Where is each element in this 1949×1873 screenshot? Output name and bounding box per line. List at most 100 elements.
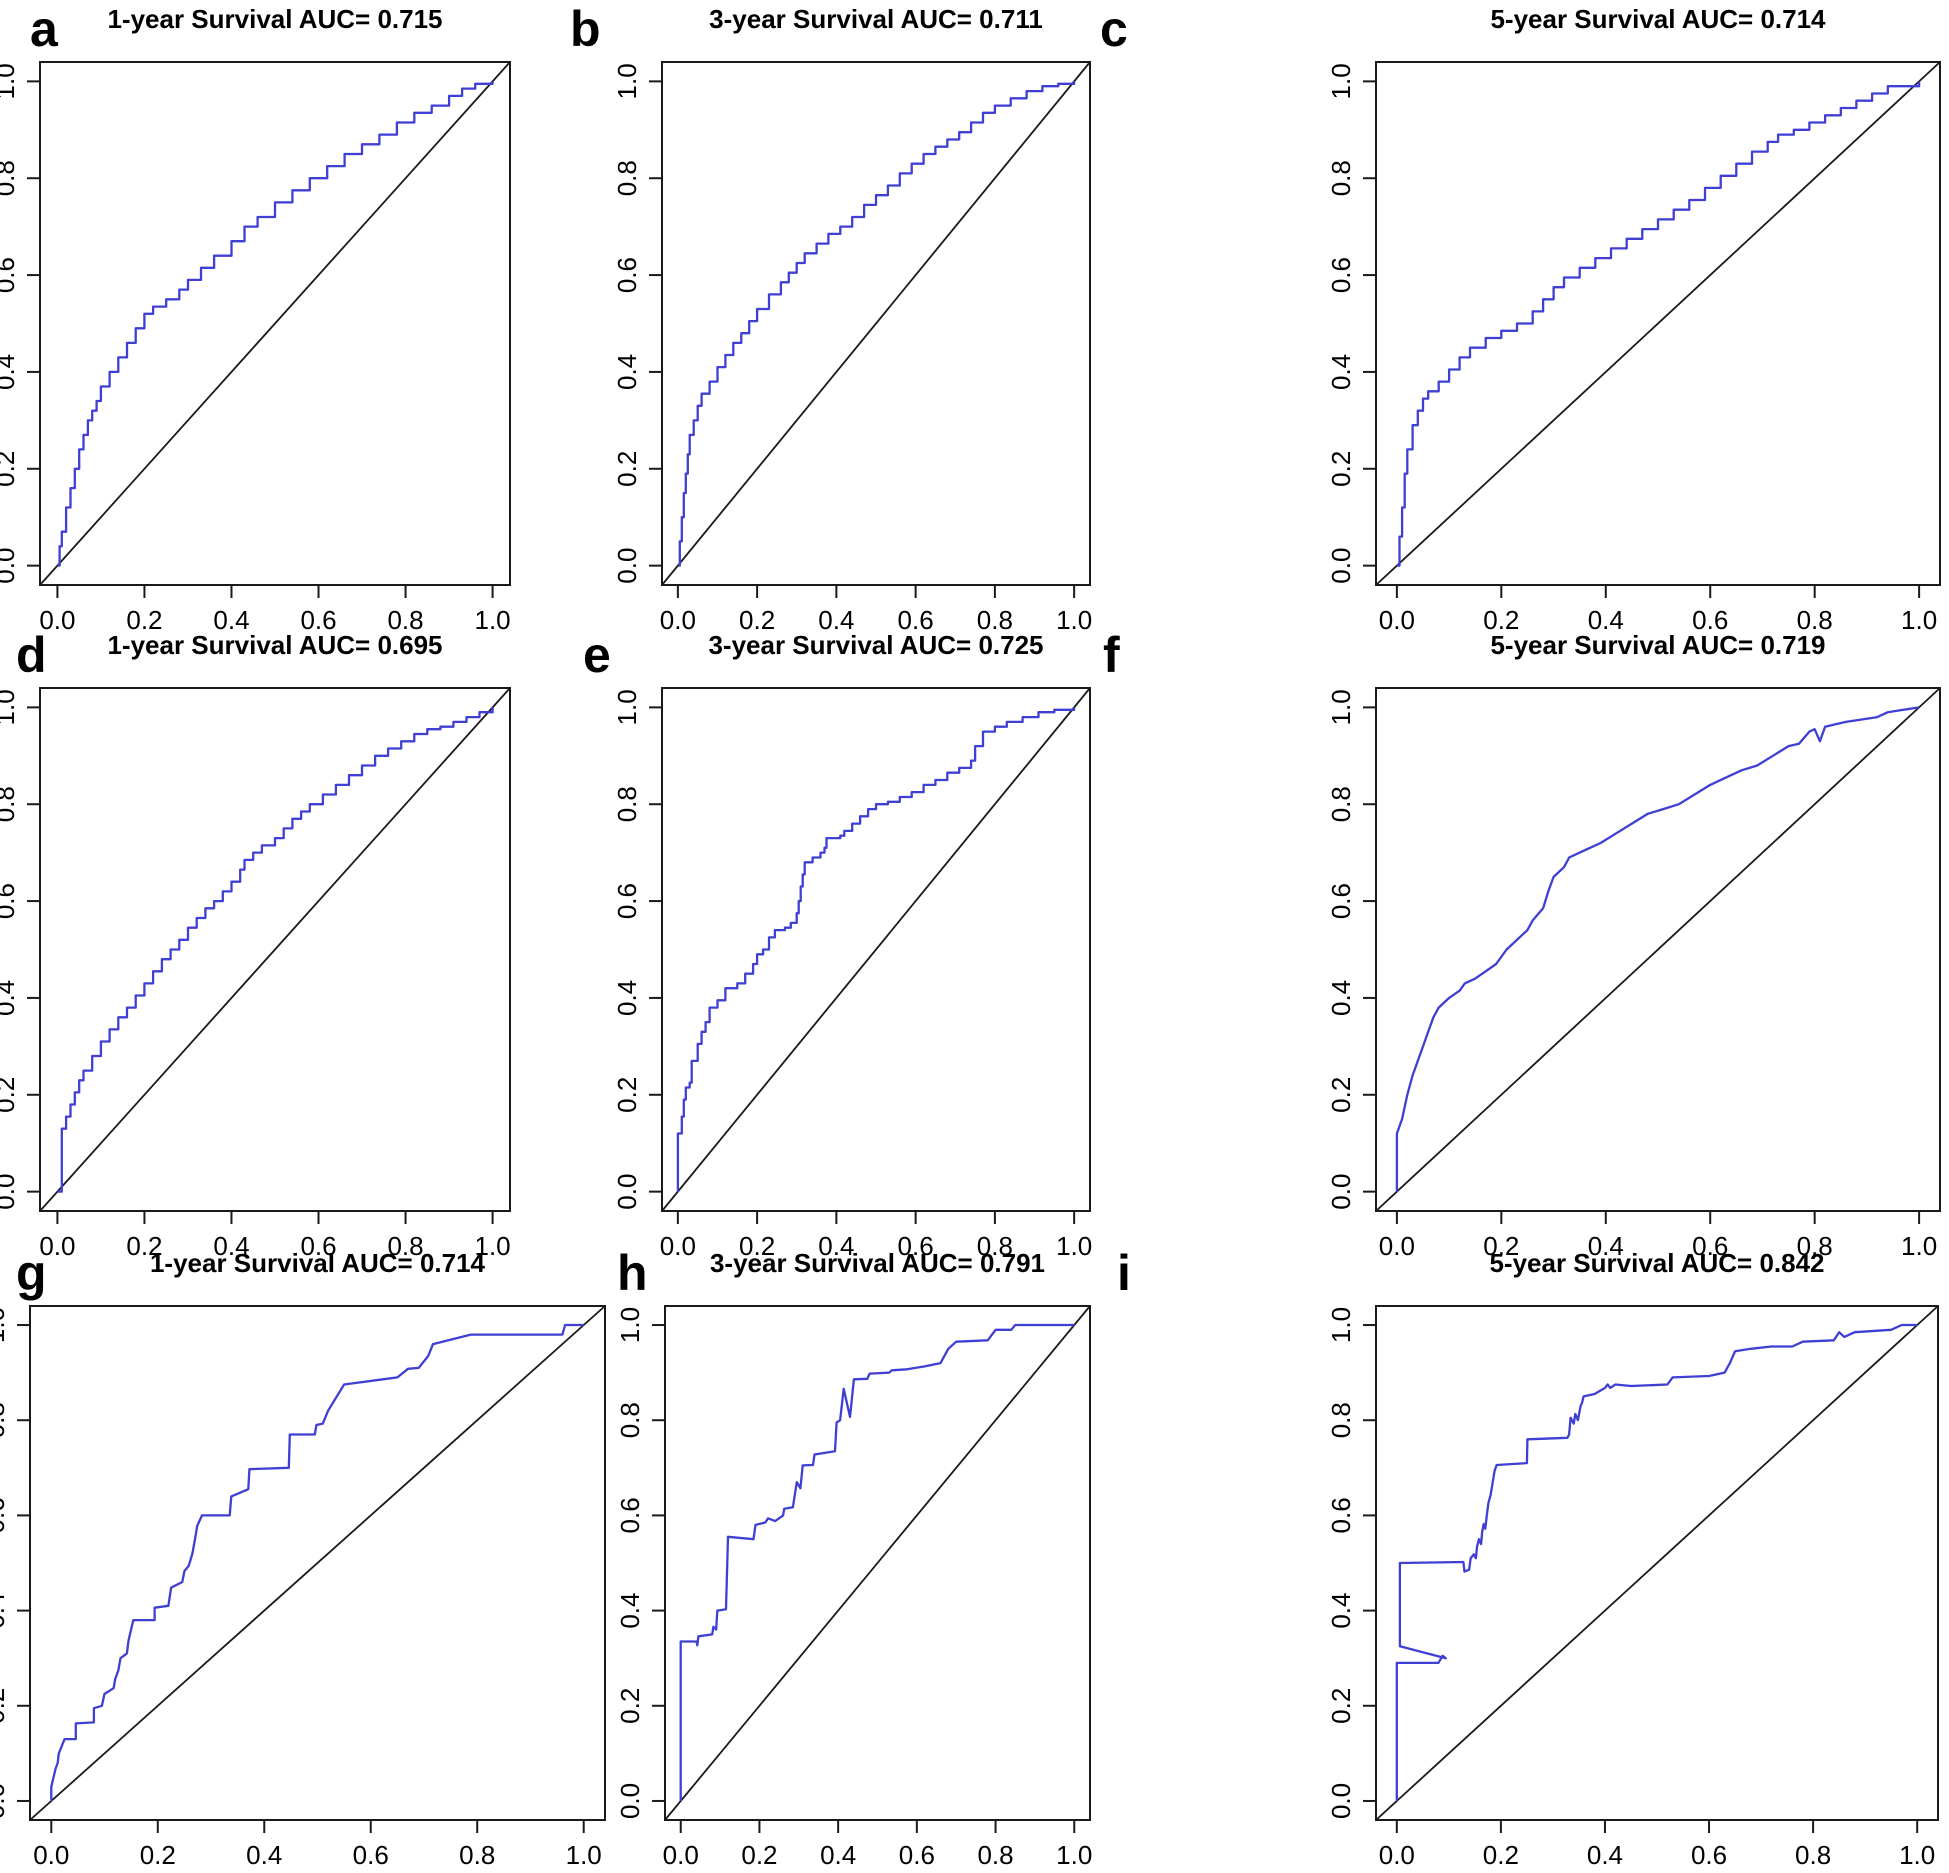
y-tick-label: 0.8: [0, 1402, 10, 1438]
y-axis: 0.0 0.2 0.4 0.6 0.8 1.0: [1326, 1307, 1376, 1819]
plot-box: [39, 687, 511, 1212]
y-tick-label: 1.0: [1326, 689, 1356, 725]
x-tick-label: 0.2: [140, 1840, 176, 1870]
x-tick-label: 0.0: [1379, 605, 1415, 635]
x-tick-label: 0.8: [459, 1840, 495, 1870]
x-tick-label: 0.4: [213, 605, 249, 635]
reference-diagonal-line: [664, 1305, 1091, 1821]
x-tick-label: 1.0: [566, 1840, 602, 1870]
roc-curve: [1395, 706, 1920, 1192]
x-tick-label: 0.4: [818, 605, 854, 635]
x-tick-label: 0.6: [1692, 1231, 1728, 1261]
plot-box: [1375, 61, 1941, 586]
y-tick-label: 0.2: [615, 1688, 645, 1724]
y-tick-label: 0.6: [612, 257, 642, 293]
x-axis: 0.0 0.2 0.4 0.6 0.8 1.0: [1379, 1820, 1935, 1870]
x-tick-label: 1.0: [1056, 1840, 1092, 1870]
x-tick-label: 0.0: [1379, 1231, 1415, 1261]
x-tick-label: 0.6: [353, 1840, 389, 1870]
x-tick-label: 0.0: [33, 1840, 69, 1870]
reference-diagonal-line: [39, 61, 511, 586]
panel-a-label: a: [30, 1, 59, 57]
x-tick-label: 0.6: [899, 1840, 935, 1870]
x-tick-label: 0.6: [300, 605, 336, 635]
x-tick-label: 0.8: [977, 1840, 1013, 1870]
panel-g-label: g: [16, 1245, 47, 1301]
y-tick-label: 0.4: [612, 980, 642, 1016]
roc-curve: [50, 1323, 584, 1801]
panel-b: b 3-year Survival AUC= 0.711 0.0 0.2 0.4 0.6 0…: [570, 1, 1092, 635]
y-tick-label: 1.0: [0, 689, 20, 725]
x-tick-label: 1.0: [1899, 1840, 1935, 1870]
x-tick-label: 1.0: [1056, 1231, 1092, 1261]
x-tick-label: 0.6: [300, 1231, 336, 1261]
x-tick-label: 0.4: [820, 1840, 856, 1870]
roc-curve: [679, 1323, 1075, 1801]
panel-a: a 1-year Survival AUC= 0.715 0.0 0.2 0.4 0.6 0…: [0, 1, 511, 635]
y-tick-label: 0.6: [1326, 883, 1356, 919]
y-tick-label: 0.4: [0, 354, 20, 390]
y-axis: 0.0 0.2 0.4 0.6 0.8 1.0: [1326, 63, 1376, 584]
y-tick-label: 0.2: [612, 451, 642, 487]
y-tick-label: 0.0: [612, 548, 642, 584]
y-tick-label: 0.8: [1326, 786, 1356, 822]
x-tick-label: 1.0: [1901, 605, 1937, 635]
y-tick-label: 0.0: [1326, 1783, 1356, 1819]
panel-b-title: 3-year Survival AUC= 0.711: [709, 4, 1043, 34]
x-tick-label: 0.8: [1797, 1231, 1833, 1261]
x-axis: 0.0 0.2 0.4 0.6 0.8 1.0: [663, 1820, 1092, 1870]
plot-box: [661, 687, 1091, 1212]
y-tick-label: 0.8: [1326, 1402, 1356, 1438]
x-tick-label: 0.0: [660, 1231, 696, 1261]
panel-f-title: 5-year Survival AUC= 0.719: [1490, 630, 1825, 660]
panel-d-title: 1-year Survival AUC= 0.695: [107, 630, 442, 660]
x-axis: 0.0 0.2 0.4 0.6 0.8 1.0: [1379, 1211, 1937, 1261]
y-tick-label: 0.4: [1326, 354, 1356, 390]
y-tick-label: 0.2: [1326, 1688, 1356, 1724]
panel-i-label: i: [1117, 1245, 1131, 1301]
y-tick-label: 1.0: [1326, 63, 1356, 99]
plot-box: [1375, 687, 1941, 1212]
y-tick-label: 0.2: [0, 1077, 20, 1113]
y-tick-label: 0.2: [0, 451, 20, 487]
y-tick-label: 0.2: [1326, 1077, 1356, 1113]
y-tick-label: 1.0: [615, 1307, 645, 1343]
x-tick-label: 0.6: [1691, 1840, 1727, 1870]
x-tick-label: 0.2: [739, 1231, 775, 1261]
y-tick-label: 0.2: [1326, 451, 1356, 487]
panel-b-label: b: [570, 1, 601, 57]
y-tick-label: 0.6: [1326, 257, 1356, 293]
x-tick-label: 0.0: [39, 605, 75, 635]
x-axis: 0.0 0.2 0.4 0.6 0.8 1.0: [1379, 585, 1937, 635]
y-axis: 0.0 0.2 0.4 0.6 0.8 1.0: [615, 1307, 665, 1819]
x-tick-label: 0.2: [739, 605, 775, 635]
y-tick-label: 0.0: [615, 1783, 645, 1819]
plot-box: [39, 61, 511, 586]
x-axis: 0.0 0.2 0.4 0.6 0.8 1.0: [660, 585, 1092, 635]
x-tick-label: 0.4: [1588, 605, 1624, 635]
x-tick-label: 0.6: [898, 1231, 934, 1261]
y-tick-label: 0.6: [612, 883, 642, 919]
panel-a-title: 1-year Survival AUC= 0.715: [107, 4, 442, 34]
y-tick-label: 0.4: [615, 1593, 645, 1629]
reference-diagonal-line: [29, 1305, 606, 1821]
y-tick-label: 0.4: [1326, 980, 1356, 1016]
x-tick-label: 0.2: [1483, 1231, 1519, 1261]
y-tick-label: 0.6: [0, 883, 20, 919]
y-tick-label: 1.0: [612, 63, 642, 99]
reference-diagonal-line: [1375, 61, 1941, 586]
x-tick-label: 0.8: [1795, 1840, 1831, 1870]
y-tick-label: 0.8: [1326, 160, 1356, 196]
y-axis: 0.0 0.2 0.4 0.6 0.8 1.0: [612, 63, 662, 584]
roc-curve: [1396, 81, 1921, 567]
x-tick-label: 0.2: [126, 605, 162, 635]
y-tick-label: 0.4: [1326, 1593, 1356, 1629]
y-tick-label: 0.4: [612, 354, 642, 390]
y-tick-label: 1.0: [0, 1307, 10, 1343]
